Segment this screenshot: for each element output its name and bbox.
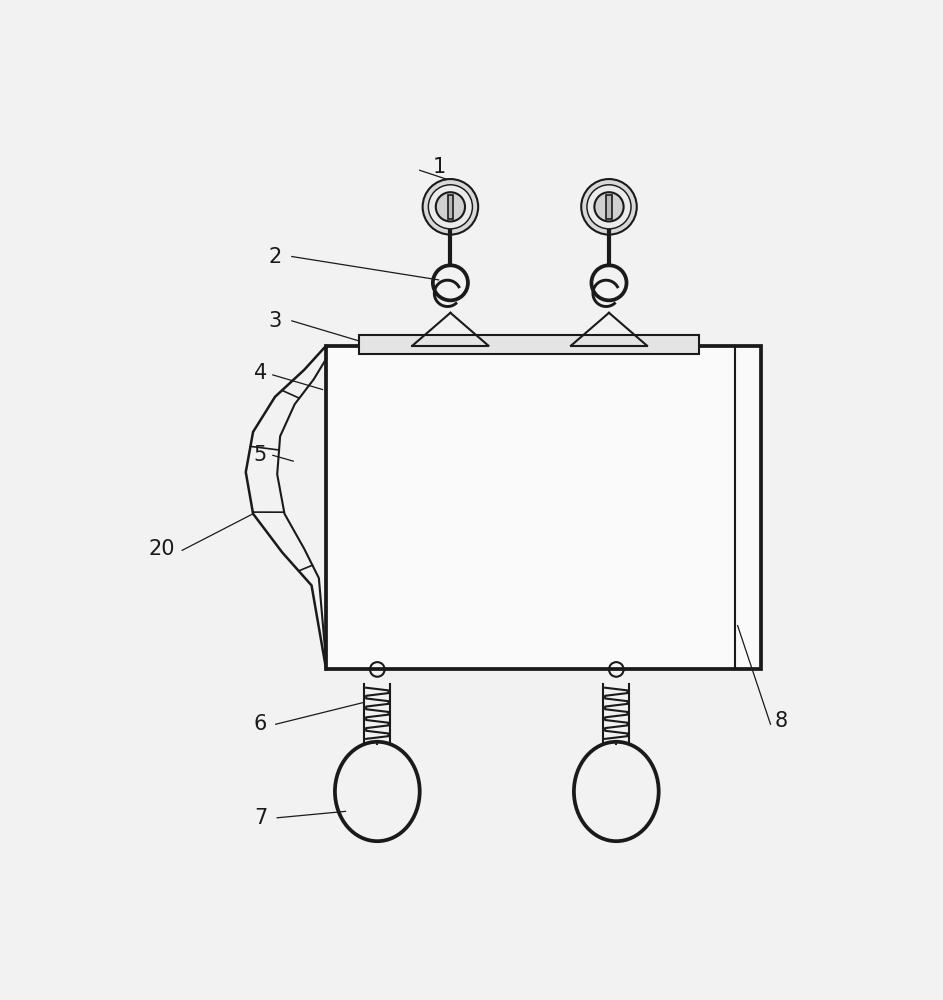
Text: 6: 6: [254, 714, 267, 734]
Text: 1: 1: [433, 157, 446, 177]
Text: 5: 5: [254, 445, 267, 465]
Text: 8: 8: [775, 711, 788, 731]
Bar: [448, 195, 453, 219]
Circle shape: [587, 185, 631, 229]
Text: 2: 2: [269, 247, 282, 267]
Bar: [359, 335, 699, 354]
Text: 3: 3: [269, 311, 282, 331]
Circle shape: [436, 192, 465, 221]
Bar: [326, 346, 761, 669]
Circle shape: [594, 192, 623, 221]
Text: 4: 4: [254, 363, 267, 383]
Text: 20: 20: [148, 539, 175, 559]
Circle shape: [428, 185, 472, 229]
Circle shape: [422, 179, 478, 235]
Circle shape: [581, 179, 637, 235]
Bar: [606, 195, 612, 219]
Text: 7: 7: [254, 808, 267, 828]
